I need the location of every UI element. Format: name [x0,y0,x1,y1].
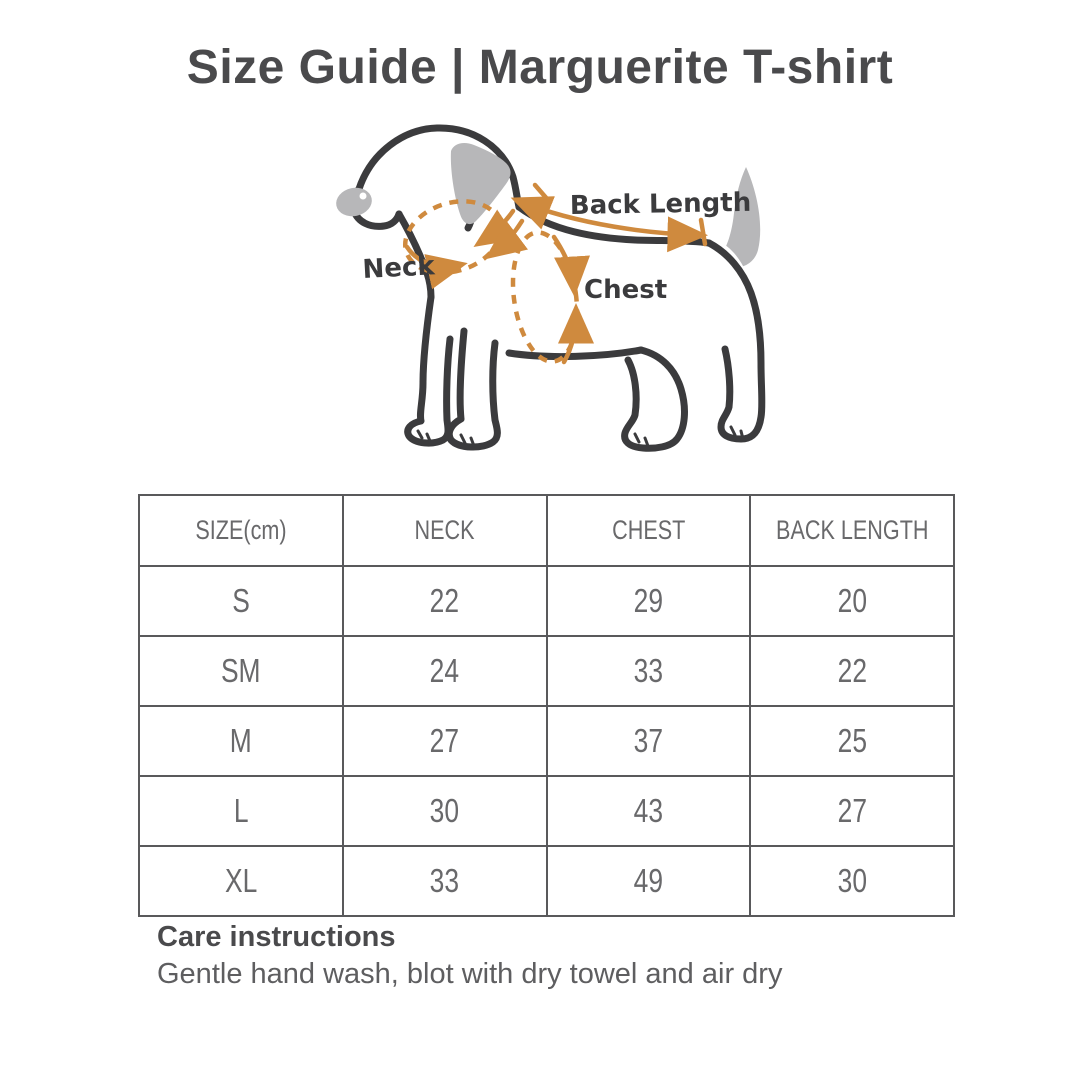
chest-label: Chest [584,275,667,305]
back-length-label: Back Length [570,188,752,221]
table-row: XL 33 49 30 [138,845,955,917]
table-row: SM 24 33 22 [138,635,955,707]
back-length-arrow [510,196,708,253]
dog-measurement-diagram: Neck Chest Back Length [336,124,766,452]
chest-arrow-up [557,303,594,365]
cell-back-length: 30 [749,845,955,917]
header-size: SIZE(cm) [138,494,344,567]
care-instructions-heading: Care instructions [157,921,396,953]
cell-size: SM [138,635,344,707]
cell-back-length: 22 [749,635,955,707]
cell-chest: 43 [545,775,752,847]
page-title: Size Guide | Marguerite T-shirt [186,41,894,94]
cell-chest: 29 [545,565,752,637]
cell-size: S [138,565,344,637]
cell-chest: 49 [545,845,752,917]
neck-label: Neck [362,251,436,285]
table-row: L 30 43 27 [138,775,955,847]
cell-back-length: 27 [749,775,955,847]
cell-back-length: 20 [749,565,955,637]
care-instructions-text: Gentle hand wash, blot with dry towel an… [157,958,783,990]
cell-neck: 30 [341,775,548,847]
header-chest: CHEST [545,494,752,567]
cell-size: XL [138,845,344,917]
size-table-container: SIZE(cm) NECK CHEST BACK LENGTH S 22 29 … [138,494,955,917]
body-mask [653,238,757,414]
cell-neck: 27 [341,705,548,777]
chest-arrow-down [551,234,590,297]
care-instructions-section: Care instructions Gentle hand wash, blot… [157,920,1037,992]
cell-neck: 22 [341,565,548,637]
cell-neck: 24 [341,635,548,707]
table-row: M 27 37 25 [138,705,955,777]
cell-neck: 33 [341,845,548,917]
cell-size: M [138,705,344,777]
table-row: S 22 29 20 [138,565,955,637]
cell-chest: 33 [545,635,752,707]
dog-tail [717,167,761,268]
size-table: SIZE(cm) NECK CHEST BACK LENGTH S 22 29 … [138,494,955,917]
header-neck: NECK [341,494,548,567]
dog-ear [450,143,511,225]
back-length-tick-left [532,182,551,203]
neck-measure-arrow [404,244,468,290]
cell-back-length: 25 [749,705,955,777]
header-back-length: BACK LENGTH [749,494,955,567]
dog-nose [336,187,372,217]
cell-chest: 37 [545,705,752,777]
size-table-header-row: SIZE(cm) NECK CHEST BACK LENGTH [138,494,955,567]
back-length-tick-right [698,217,708,247]
cell-size: L [138,775,344,847]
